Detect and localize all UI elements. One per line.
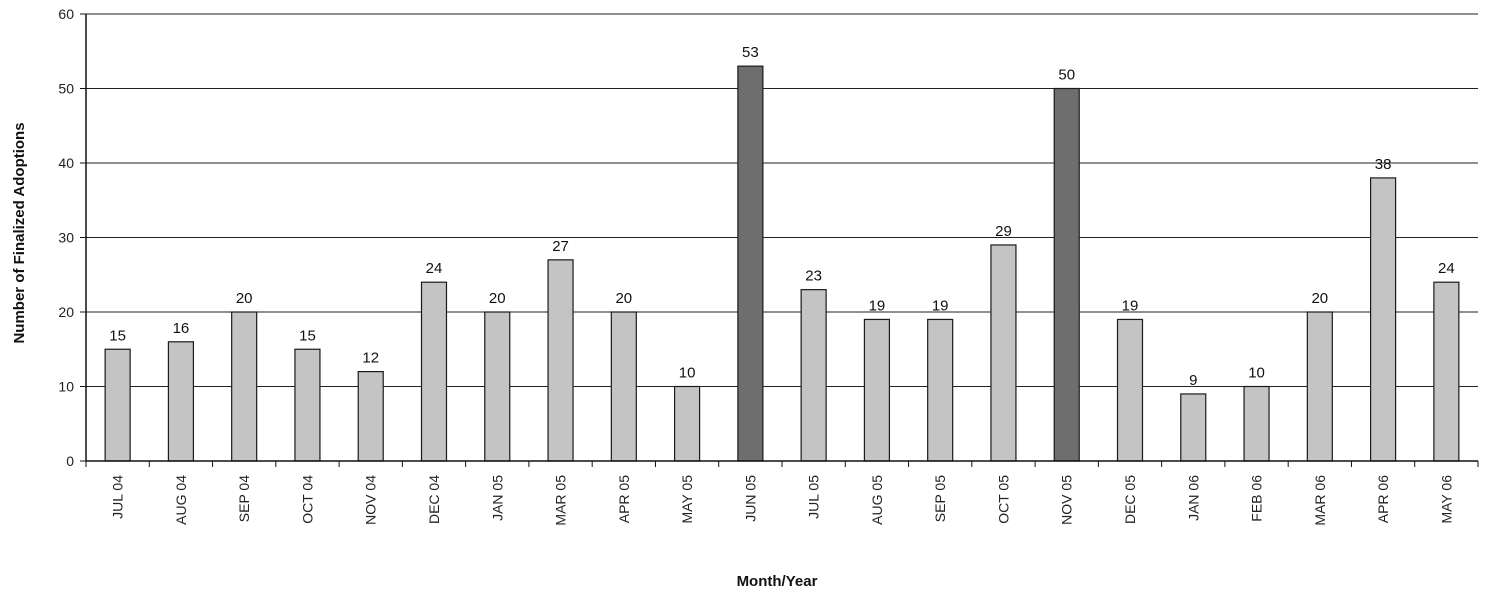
data-label: 50 xyxy=(1058,67,1075,84)
data-label: 24 xyxy=(1438,260,1455,277)
bar xyxy=(990,244,1017,462)
data-label: 23 xyxy=(805,268,822,285)
data-label: 24 xyxy=(426,260,443,277)
bar xyxy=(167,341,195,462)
x-tick-label: MAR 06 xyxy=(1312,475,1328,526)
x-tick-label: MAY 05 xyxy=(679,475,695,524)
bar xyxy=(547,259,574,462)
x-tick-label: DEC 05 xyxy=(1122,475,1138,524)
bar xyxy=(863,318,891,462)
data-label: 16 xyxy=(173,320,190,337)
data-label: 10 xyxy=(1248,365,1265,382)
bar xyxy=(800,289,827,462)
bar xyxy=(927,318,954,462)
data-label: 20 xyxy=(615,290,632,307)
bar xyxy=(357,371,384,462)
x-tick-label: AUG 05 xyxy=(869,475,885,525)
y-tick-label: 20 xyxy=(58,304,74,320)
bar xyxy=(1306,311,1333,462)
data-label: 15 xyxy=(299,327,316,344)
x-tick-label: APR 05 xyxy=(616,475,632,523)
y-axis-title: Number of Finalized Adoptions xyxy=(11,122,28,343)
bar xyxy=(1433,281,1460,462)
data-label: 9 xyxy=(1189,372,1197,389)
x-tick-label: NOV 04 xyxy=(363,475,379,525)
data-label: 27 xyxy=(552,238,569,255)
bar xyxy=(484,311,511,462)
data-label: 10 xyxy=(679,365,696,382)
data-label: 20 xyxy=(489,290,506,307)
x-tick-label: MAY 06 xyxy=(1438,475,1454,524)
x-tick-label: SEP 05 xyxy=(932,475,948,522)
x-tick-label: OCT 05 xyxy=(995,475,1011,524)
bar xyxy=(104,348,131,462)
data-label: 20 xyxy=(236,290,253,307)
x-tick-label: APR 06 xyxy=(1375,475,1391,523)
bar xyxy=(610,311,637,462)
y-tick-label: 40 xyxy=(58,155,74,171)
x-tick-label: SEP 04 xyxy=(236,475,252,522)
bars xyxy=(104,65,1460,462)
y-tick-label: 30 xyxy=(58,230,74,246)
x-tick-label: NOV 05 xyxy=(1059,475,1075,525)
gridlines xyxy=(86,13,1478,387)
x-axis-title: Month/Year xyxy=(737,573,818,590)
axes xyxy=(80,13,1479,467)
x-tick-label: JAN 06 xyxy=(1185,475,1201,521)
data-label: 19 xyxy=(1122,297,1139,314)
data-label: 15 xyxy=(109,327,126,344)
bar xyxy=(1116,318,1144,462)
bar xyxy=(231,311,258,462)
bar xyxy=(1243,385,1270,462)
y-tick-label: 60 xyxy=(58,6,74,22)
bar xyxy=(294,348,321,462)
x-tick-label: JUL 05 xyxy=(806,475,822,519)
x-tick-label: DEC 04 xyxy=(426,475,442,524)
data-label: 38 xyxy=(1375,156,1392,173)
data-label: 19 xyxy=(932,297,949,314)
x-tick-label: MAR 05 xyxy=(553,475,569,526)
bar xyxy=(420,281,448,462)
data-label: 12 xyxy=(362,350,379,367)
x-tick-labels: JUL 04 AUG 04 SEP 04 OCT 04 NOV 04 DEC 04 JAN … xyxy=(110,475,1455,526)
bar xyxy=(1369,177,1397,462)
x-tick-label: OCT 04 xyxy=(299,475,315,524)
data-label: 29 xyxy=(995,223,1012,240)
bar xyxy=(673,385,701,462)
x-tick-label: JAN 05 xyxy=(489,475,505,521)
x-tick-label: JUL 04 xyxy=(110,475,126,519)
bar xyxy=(1053,87,1080,462)
bar xyxy=(1180,393,1207,462)
y-tick-label: 50 xyxy=(58,81,74,97)
data-labels: 15 16 20 15 12 24 20 27 20 10 53 23 19 19 29 50 19 9 10 20 3… xyxy=(109,44,1454,389)
y-tick-label: 0 xyxy=(66,453,74,469)
bar xyxy=(737,65,764,462)
data-label: 53 xyxy=(742,44,759,61)
data-label: 20 xyxy=(1311,290,1328,307)
x-tick-label: JUN 05 xyxy=(742,475,758,522)
x-tick-label: AUG 04 xyxy=(173,475,189,525)
y-tick-label: 10 xyxy=(58,379,74,395)
data-label: 19 xyxy=(869,297,886,314)
x-tick-label: FEB 06 xyxy=(1249,475,1265,522)
y-tick-labels: 0 10 20 30 40 50 60 xyxy=(58,6,74,469)
